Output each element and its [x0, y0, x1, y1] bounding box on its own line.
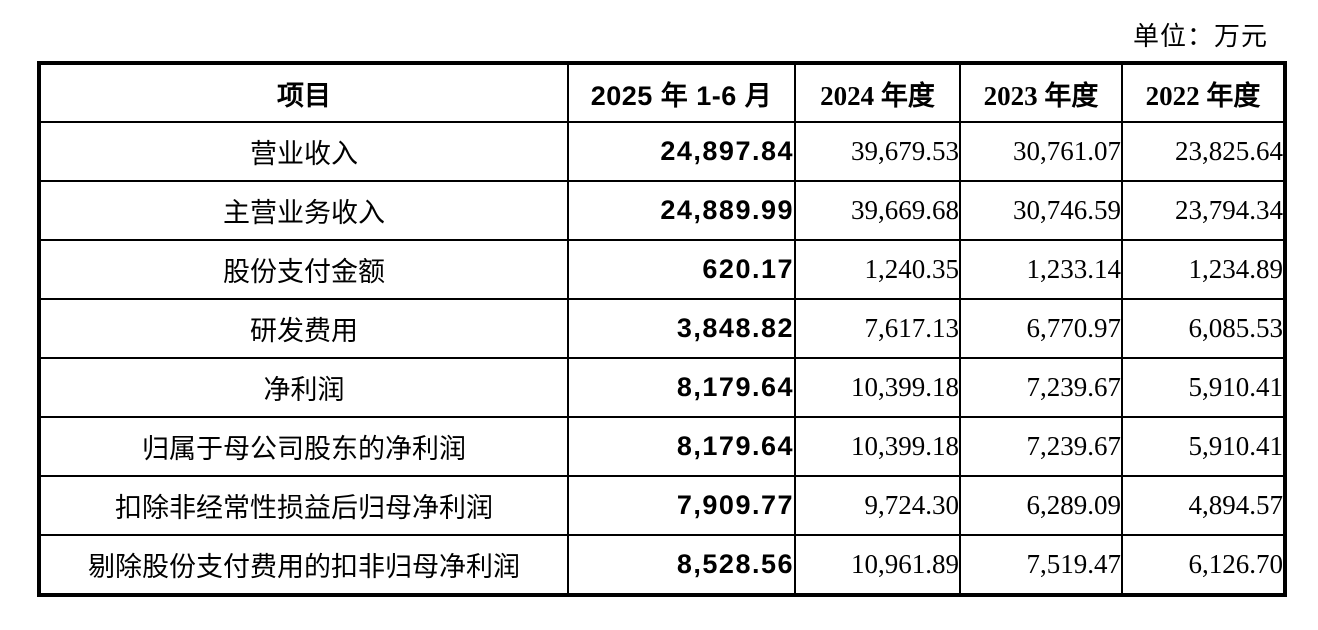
value-2024: 7,617.13 — [794, 298, 961, 359]
col-header-2023: 2023 年度 — [959, 62, 1123, 123]
value-2025-h1: 8,179.64 — [567, 357, 796, 418]
value-2024: 10,399.18 — [794, 416, 961, 477]
value-2025-h1: 3,848.82 — [567, 298, 796, 359]
table-row: 扣除非经常性损益后归母净利润 7,909.77 9,724.30 6,289.0… — [38, 475, 1286, 536]
value-2024: 39,669.68 — [794, 180, 961, 241]
value-2022: 5,910.41 — [1121, 357, 1286, 418]
value-2025-h1: 24,889.99 — [567, 180, 796, 241]
table-row: 净利润 8,179.64 10,399.18 7,239.67 5,910.41 — [38, 357, 1286, 418]
value-2022: 23,794.34 — [1121, 180, 1286, 241]
value-2024: 39,679.53 — [794, 121, 961, 182]
col-header-2025-h1: 2025 年 1-6 月 — [567, 62, 796, 123]
row-label: 净利润 — [38, 357, 569, 418]
row-label: 归属于母公司股东的净利润 — [38, 416, 569, 477]
value-2025-h1: 24,897.84 — [567, 121, 796, 182]
col-header-item: 项目 — [38, 62, 569, 123]
value-2025-h1: 7,909.77 — [567, 475, 796, 536]
value-2022: 5,910.41 — [1121, 416, 1286, 477]
value-2023: 30,761.07 — [959, 121, 1123, 182]
value-2024: 9,724.30 — [794, 475, 961, 536]
row-label: 研发费用 — [38, 298, 569, 359]
value-2023: 7,519.47 — [959, 534, 1123, 596]
value-2023: 6,289.09 — [959, 475, 1123, 536]
value-2024: 10,961.89 — [794, 534, 961, 596]
row-label: 扣除非经常性损益后归母净利润 — [38, 475, 569, 536]
value-2022: 6,085.53 — [1121, 298, 1286, 359]
col-header-2022: 2022 年度 — [1121, 62, 1286, 123]
row-label: 剔除股份支付费用的扣非归母净利润 — [38, 534, 569, 596]
value-2025-h1: 8,179.64 — [567, 416, 796, 477]
value-2023: 1,233.14 — [959, 239, 1123, 300]
value-2025-h1: 8,528.56 — [567, 534, 796, 596]
row-label: 营业收入 — [38, 121, 569, 182]
row-label: 股份支付金额 — [38, 239, 569, 300]
unit-label: 单位：万元 — [1132, 22, 1268, 51]
table-row: 剔除股份支付费用的扣非归母净利润 8,528.56 10,961.89 7,51… — [38, 534, 1286, 596]
table-row: 营业收入 24,897.84 39,679.53 30,761.07 23,82… — [38, 121, 1286, 182]
financial-table: 项目 2025 年 1-6 月 2024 年度 2023 年度 2022 年度 … — [37, 61, 1287, 597]
table-row: 股份支付金额 620.17 1,240.35 1,233.14 1,234.89 — [38, 239, 1286, 300]
value-2022: 1,234.89 — [1121, 239, 1286, 300]
value-2024: 10,399.18 — [794, 357, 961, 418]
value-2023: 6,770.97 — [959, 298, 1123, 359]
col-header-2024: 2024 年度 — [794, 62, 961, 123]
header-row: 项目 2025 年 1-6 月 2024 年度 2023 年度 2022 年度 — [38, 62, 1286, 123]
value-2025-h1: 620.17 — [567, 239, 796, 300]
table-row: 归属于母公司股东的净利润 8,179.64 10,399.18 7,239.67… — [38, 416, 1286, 477]
value-2023: 30,746.59 — [959, 180, 1123, 241]
value-2024: 1,240.35 — [794, 239, 961, 300]
value-2023: 7,239.67 — [959, 416, 1123, 477]
value-2022: 23,825.64 — [1121, 121, 1286, 182]
row-label: 主营业务收入 — [38, 180, 569, 241]
value-2022: 4,894.57 — [1121, 475, 1286, 536]
table-row: 主营业务收入 24,889.99 39,669.68 30,746.59 23,… — [38, 180, 1286, 241]
table-row: 研发费用 3,848.82 7,617.13 6,770.97 6,085.53 — [38, 298, 1286, 359]
value-2023: 7,239.67 — [959, 357, 1123, 418]
value-2022: 6,126.70 — [1121, 534, 1286, 596]
